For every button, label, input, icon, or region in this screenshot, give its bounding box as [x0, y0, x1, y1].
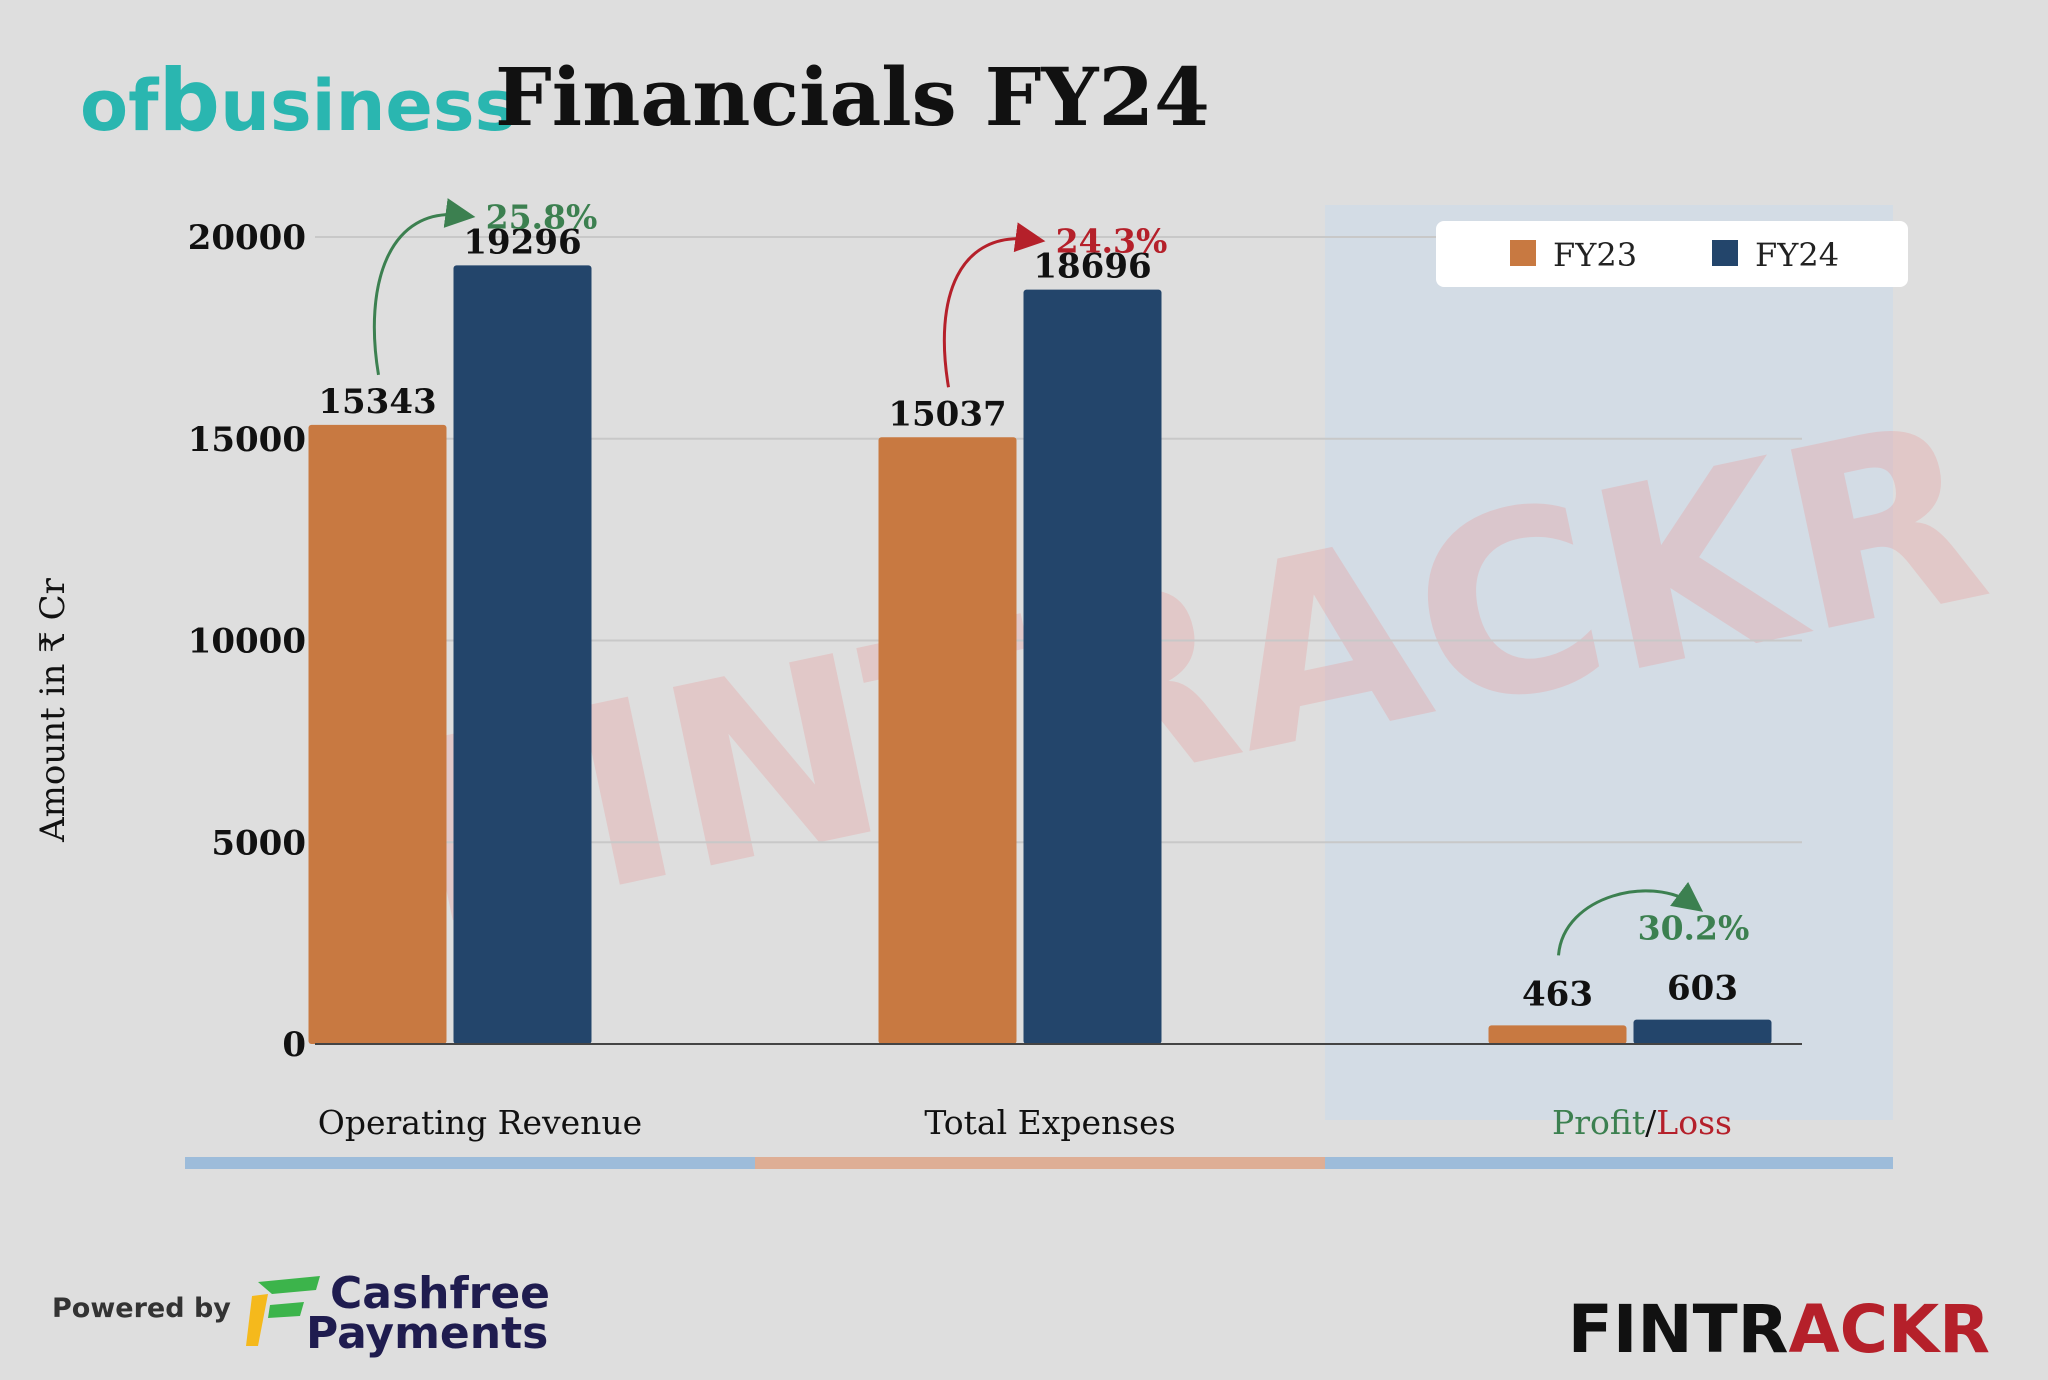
legend-swatch-fy24: [1712, 240, 1738, 266]
category-underline-profit: [1325, 1157, 1893, 1169]
value-label-fy23-1: 15343: [318, 382, 436, 422]
value-labels: 15343 19296 15037 18696 463 603: [318, 222, 1738, 1014]
category-label-1: Operating Revenue: [318, 1103, 642, 1142]
growth-label-3: 30.2%: [1638, 909, 1750, 948]
growth-label-2: 24.3%: [1056, 222, 1168, 261]
category-underline-revenue: [185, 1157, 755, 1169]
powered-by-text: Powered by: [52, 1293, 231, 1324]
legend-box: [1436, 221, 1908, 287]
growth-arrow-3: [1557, 881, 1704, 956]
sponsor-name-line2: Payments: [306, 1308, 548, 1359]
bar-fy23-3: [1488, 1025, 1627, 1044]
y-tick-label: 5000: [211, 823, 306, 863]
y-axis-label: Amount in ₹ Cr: [33, 577, 73, 843]
value-label-fy24-1: 19296: [463, 222, 581, 262]
value-label-fy23-2: 15037: [888, 394, 1006, 434]
y-axis-ticks: 0 5000 10000 15000 20000: [188, 218, 306, 1065]
svg-text:ofbusiness: ofbusiness: [80, 51, 516, 151]
legend-swatch-fy23: [1510, 240, 1536, 266]
legend-label-fy24: FY24: [1755, 236, 1839, 274]
value-label-fy24-3: 603: [1667, 969, 1738, 1009]
page-title: Financials FY24: [495, 50, 1210, 144]
growth-arrow-1: [372, 198, 476, 376]
logo-suffix: usiness: [220, 65, 516, 147]
value-label-fy24-2: 18696: [1033, 247, 1151, 287]
category-labels: Operating Revenue Total Expenses Profit/Lo…: [318, 1103, 1732, 1142]
growth-arrow-2: [942, 222, 1046, 388]
logo-mid: b: [159, 51, 221, 151]
growth-label-1: 25.8%: [486, 197, 598, 236]
category-label-2: Total Expenses: [924, 1103, 1175, 1142]
fintrackr-brand-logo: FINTRACKR: [1568, 1291, 1990, 1368]
brand-part-red: ACKR: [1789, 1291, 1990, 1368]
legend: FY23 FY24: [1436, 221, 1908, 287]
value-label-fy23-3: 463: [1522, 974, 1593, 1014]
bar-fy23-2: [878, 437, 1017, 1044]
bar-fy24-1: [453, 265, 592, 1045]
y-tick-label: 10000: [188, 622, 306, 662]
y-tick-label: 20000: [188, 218, 306, 258]
company-logo: ofbusiness: [80, 51, 516, 151]
category-label-3: Profit/Loss: [1552, 1103, 1732, 1142]
sponsor-name-line1: Cashfree: [330, 1268, 550, 1319]
bar-fy24-3: [1633, 1019, 1772, 1044]
growth-annotations: 25.8% 24.3% 30.2%: [372, 197, 1750, 956]
legend-label-fy23: FY23: [1553, 236, 1637, 274]
cashfree-logo-icon: [246, 1276, 320, 1346]
bar-fy24-2: [1023, 289, 1162, 1044]
profit-loss-highlight-panel: [1325, 205, 1893, 1120]
logo-prefix: of: [80, 65, 160, 147]
y-tick-label: 0: [282, 1025, 306, 1065]
category-underline-expenses: [755, 1157, 1325, 1169]
bar-fy23-1: [308, 424, 447, 1045]
y-tick-label: 15000: [188, 420, 306, 460]
bars: [308, 265, 1772, 1045]
brand-part-dark: FINTR: [1568, 1291, 1789, 1368]
